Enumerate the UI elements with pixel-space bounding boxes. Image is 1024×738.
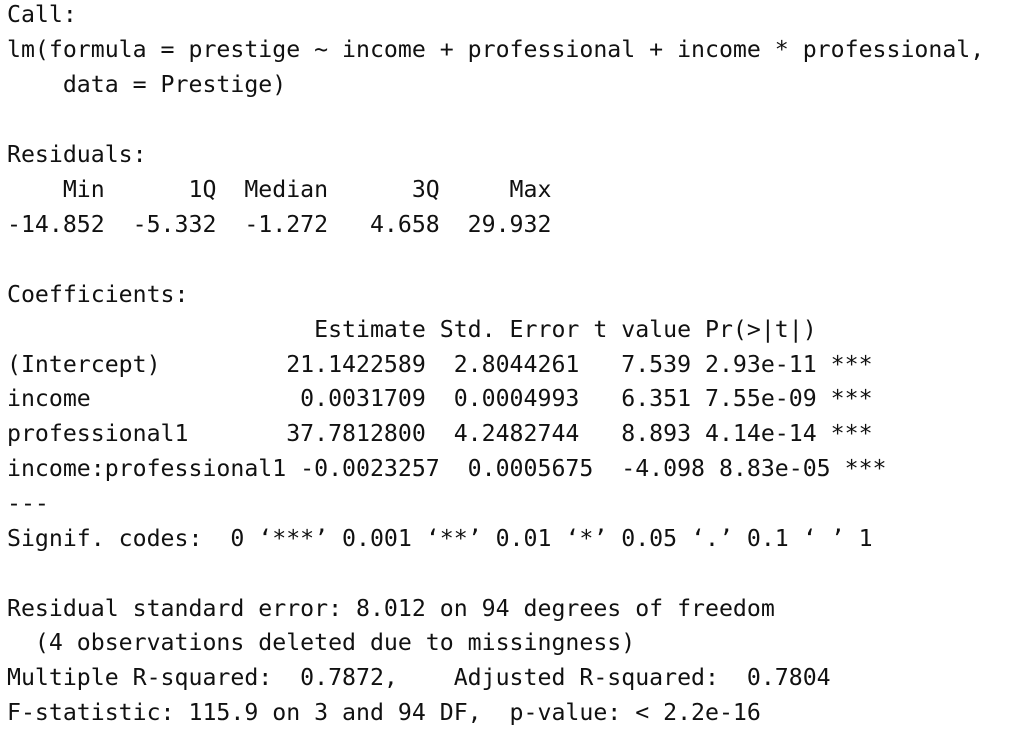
residuals-values-row: -14.852 -5.332 -1.272 4.658 29.932 — [7, 211, 566, 238]
missingness-note: (4 observations deleted due to missingne… — [7, 629, 636, 656]
residuals-heading: Residuals: — [7, 141, 147, 168]
separator-line: --- — [7, 490, 49, 517]
f-statistic-line: F-statistic: 115.9 on 3 and 94 DF, p-val… — [7, 699, 761, 726]
coef-row-professional1: professional1 37.7812800 4.2482744 8.893… — [7, 420, 873, 447]
coef-row-intercept: (Intercept) 21.1422589 2.8044261 7.539 2… — [7, 351, 873, 378]
coef-row-income: income 0.0031709 0.0004993 6.351 7.55e-0… — [7, 385, 873, 412]
call-heading: Call: — [7, 1, 77, 28]
call-data-line: data = Prestige) — [7, 71, 287, 98]
coefficients-heading: Coefficients: — [7, 281, 189, 308]
r-squared-line: Multiple R-squared: 0.7872, Adjusted R-s… — [7, 664, 845, 691]
signif-codes-line: Signif. codes: 0 ‘***’ 0.001 ‘**’ 0.01 ‘… — [7, 525, 873, 552]
call-formula-line: lm(formula = prestige ~ income + profess… — [7, 36, 985, 63]
coef-row-interaction: income:professional1 -0.0023257 0.000567… — [7, 455, 887, 482]
residual-se-line: Residual standard error: 8.012 on 94 deg… — [7, 595, 775, 622]
residuals-header-row: Min 1Q Median 3Q Max — [7, 176, 566, 203]
coefficients-header-row: Estimate Std. Error t value Pr(>|t|) — [7, 316, 873, 343]
